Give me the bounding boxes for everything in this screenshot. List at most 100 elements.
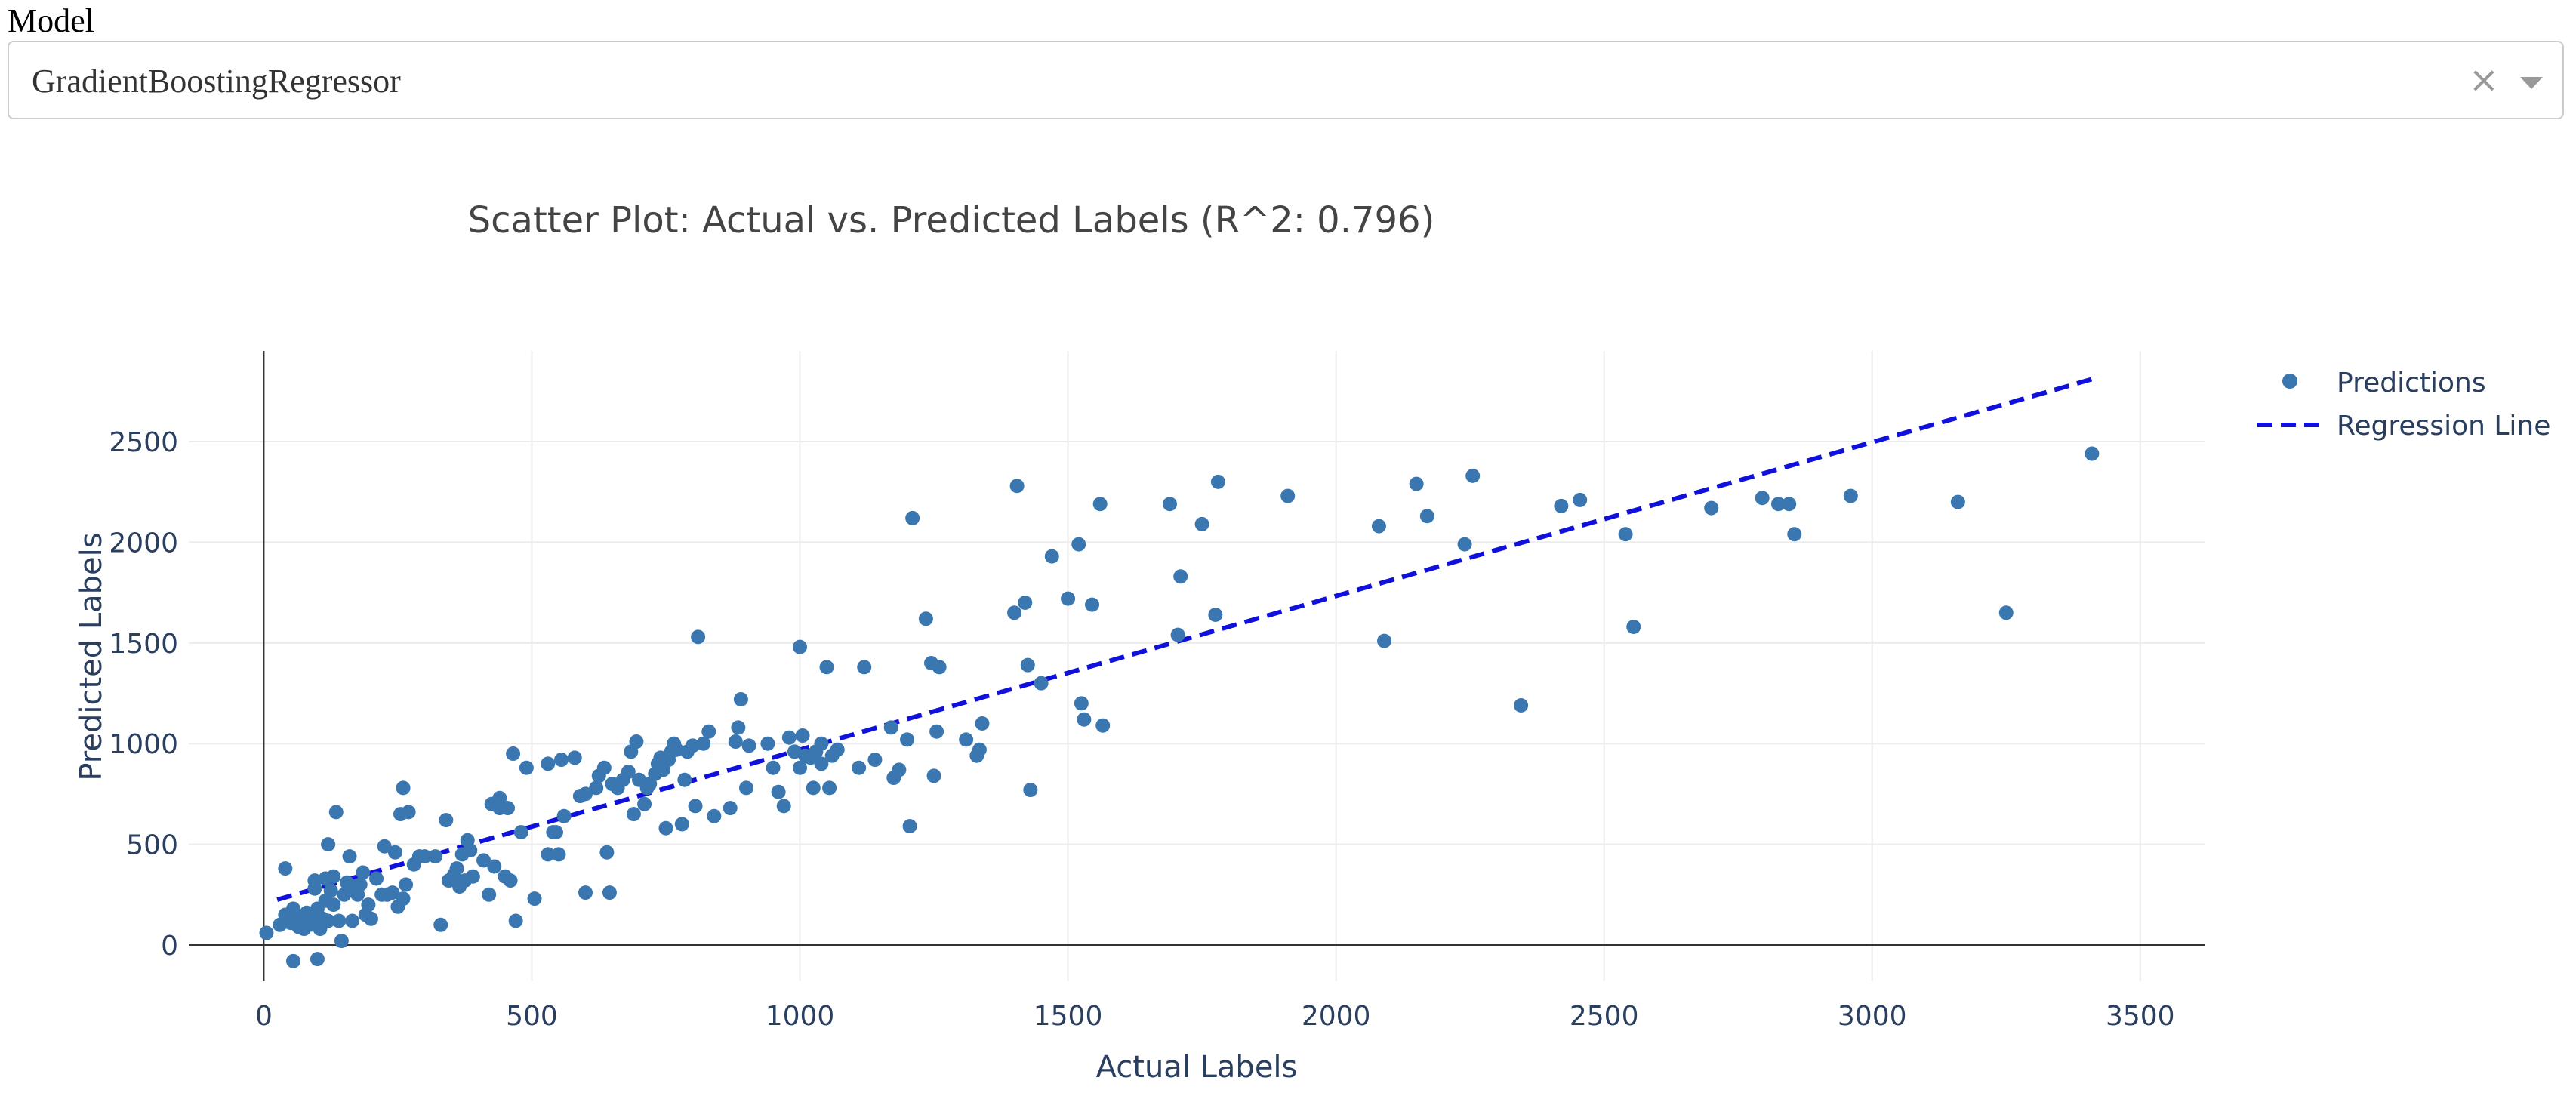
data-point[interactable] — [417, 849, 432, 864]
data-point[interactable] — [819, 660, 834, 675]
data-point[interactable] — [902, 819, 917, 834]
data-point[interactable] — [1095, 718, 1111, 733]
data-point[interactable] — [1618, 527, 1633, 542]
data-point[interactable] — [602, 885, 617, 900]
data-point[interactable] — [310, 952, 325, 967]
data-point[interactable] — [1950, 494, 1965, 509]
data-point[interactable] — [363, 911, 378, 926]
data-point[interactable] — [342, 849, 357, 864]
data-point[interactable] — [449, 861, 464, 876]
data-point[interactable] — [501, 801, 516, 816]
data-point[interactable] — [814, 756, 829, 771]
data-point[interactable] — [959, 732, 974, 747]
data-point[interactable] — [439, 813, 454, 828]
data-point[interactable] — [771, 784, 786, 799]
data-point[interactable] — [323, 883, 338, 898]
data-point[interactable] — [1071, 537, 1086, 552]
data-point[interactable] — [830, 742, 845, 757]
data-point[interactable] — [278, 861, 293, 876]
data-point[interactable] — [1009, 479, 1025, 494]
data-point[interactable] — [741, 738, 756, 753]
data-point[interactable] — [1704, 500, 1719, 516]
data-point[interactable] — [674, 817, 689, 832]
data-point[interactable] — [1208, 607, 1223, 622]
data-point[interactable] — [1782, 497, 1797, 512]
data-point[interactable] — [541, 847, 556, 862]
data-point[interactable] — [793, 639, 808, 654]
data-point[interactable] — [1085, 597, 1100, 612]
data-point[interactable] — [972, 742, 987, 757]
data-point[interactable] — [399, 877, 414, 892]
data-point[interactable] — [1210, 474, 1225, 489]
data-point[interactable] — [1626, 619, 1641, 634]
data-point[interactable] — [696, 736, 711, 751]
data-point[interactable] — [396, 891, 411, 907]
data-point[interactable] — [385, 885, 400, 900]
data-point[interactable] — [776, 799, 791, 814]
data-point[interactable] — [852, 760, 867, 775]
data-point[interactable] — [688, 799, 703, 814]
data-point[interactable] — [567, 750, 582, 765]
data-point[interactable] — [781, 730, 797, 745]
data-point[interactable] — [1194, 516, 1209, 531]
data-point[interactable] — [892, 762, 907, 777]
data-point[interactable] — [1007, 605, 1022, 620]
data-point[interactable] — [669, 742, 684, 757]
data-point[interactable] — [900, 732, 915, 747]
data-point[interactable] — [1843, 488, 1858, 503]
data-point[interactable] — [918, 611, 933, 626]
data-point[interactable] — [387, 845, 402, 860]
data-point[interactable] — [760, 736, 775, 751]
data-point[interactable] — [975, 716, 990, 731]
data-point[interactable] — [554, 753, 569, 768]
data-point[interactable] — [932, 660, 947, 675]
data-point[interactable] — [356, 865, 371, 880]
data-point[interactable] — [369, 871, 384, 886]
data-point[interactable] — [793, 760, 808, 775]
data-point[interactable] — [929, 724, 944, 739]
data-point[interactable] — [1280, 488, 1296, 503]
data-point[interactable] — [321, 837, 336, 852]
model-dropdown[interactable]: GradientBoostingRegressor × — [8, 41, 2564, 119]
data-point[interactable] — [806, 780, 821, 796]
data-point[interactable] — [589, 780, 604, 796]
data-point[interactable] — [1787, 527, 1802, 542]
data-point[interactable] — [691, 629, 706, 645]
data-point[interactable] — [556, 808, 572, 823]
data-point[interactable] — [707, 808, 722, 823]
data-point[interactable] — [739, 780, 754, 796]
data-point[interactable] — [428, 849, 443, 864]
data-point[interactable] — [599, 845, 615, 860]
data-point[interactable] — [331, 913, 347, 928]
data-point[interactable] — [733, 692, 748, 707]
chevron-down-icon[interactable] — [2520, 77, 2543, 89]
data-point[interactable] — [578, 885, 593, 900]
data-point[interactable] — [285, 953, 300, 968]
data-point[interactable] — [307, 873, 322, 888]
data-point[interactable] — [1457, 537, 1472, 552]
data-point[interactable] — [677, 772, 692, 787]
clear-icon[interactable]: × — [2468, 59, 2499, 101]
data-point[interactable] — [519, 760, 534, 775]
data-point[interactable] — [1409, 476, 1424, 491]
data-point[interactable] — [629, 734, 644, 750]
data-point[interactable] — [1371, 519, 1386, 534]
data-point[interactable] — [1998, 605, 2014, 620]
data-point[interactable] — [353, 877, 368, 892]
data-point[interactable] — [596, 760, 612, 775]
data-point[interactable] — [1034, 676, 1049, 691]
data-point[interactable] — [658, 820, 673, 836]
data-point[interactable] — [637, 796, 652, 811]
data-point[interactable] — [1092, 497, 1108, 512]
data-point[interactable] — [731, 720, 746, 735]
data-point[interactable] — [2085, 446, 2100, 461]
data-point[interactable] — [795, 728, 810, 743]
data-point[interactable] — [626, 807, 641, 822]
data-point[interactable] — [541, 756, 556, 771]
data-point[interactable] — [345, 913, 360, 928]
data-point[interactable] — [1020, 657, 1035, 673]
data-point[interactable] — [551, 847, 566, 862]
data-point[interactable] — [728, 734, 743, 750]
data-point[interactable] — [1465, 468, 1481, 483]
data-point[interactable] — [259, 925, 274, 940]
